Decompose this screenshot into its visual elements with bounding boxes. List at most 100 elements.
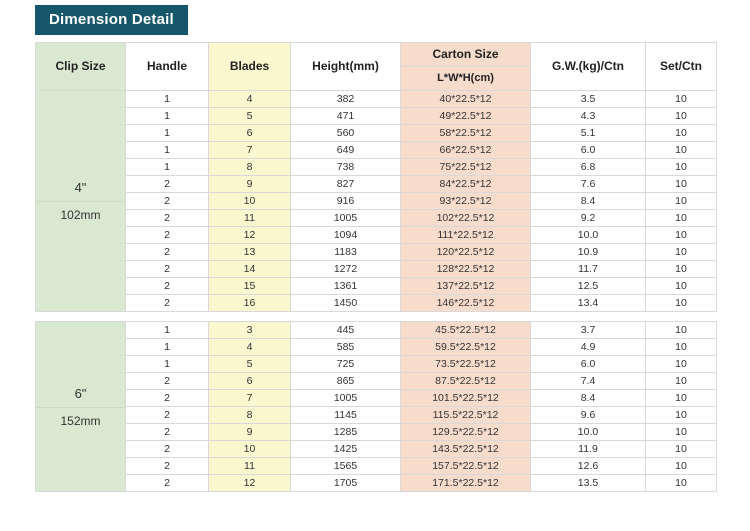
gross-weight-cell: 3.5 [530, 90, 646, 108]
blades-cell: 6 [208, 124, 291, 142]
blades-cell: 16 [208, 294, 291, 312]
clip-size-group: 6" 152mm 1 3 445 45.5*22.5*12 3.7 10 1 4 585 59.5*2… [35, 321, 717, 492]
header-row-main: Clip Size Handle Blades Height(mm) Carto… [35, 42, 717, 91]
gross-weight-cell: 8.4 [530, 192, 646, 210]
height-cell: 1183 [290, 243, 401, 261]
set-per-carton-cell: 10 [645, 389, 717, 407]
gross-weight-cell: 3.7 [530, 321, 646, 339]
gross-weight-cell: 7.6 [530, 175, 646, 193]
table-row: 1 5 471 49*22.5*12 4.3 10 [36, 107, 717, 125]
handle-cell: 2 [125, 260, 209, 278]
carton-size-cell: 115.5*22.5*12 [400, 406, 531, 424]
carton-size-cell: 58*22.5*12 [400, 124, 531, 142]
set-per-carton-cell: 10 [645, 338, 717, 356]
handle-cell: 1 [125, 107, 209, 125]
header-gross-weight: G.W.(kg)/Ctn [530, 42, 646, 91]
set-per-carton-cell: 10 [645, 355, 717, 373]
gross-weight-cell: 9.6 [530, 406, 646, 424]
height-cell: 725 [290, 355, 401, 373]
set-per-carton-cell: 10 [645, 107, 717, 125]
handle-cell: 1 [125, 321, 209, 339]
header-clip-size: Clip Size [35, 42, 126, 91]
blades-cell: 12 [208, 474, 291, 492]
carton-size-cell: 111*22.5*12 [400, 226, 531, 244]
height-cell: 1425 [290, 440, 401, 458]
handle-cell: 1 [125, 124, 209, 142]
set-per-carton-cell: 10 [645, 474, 717, 492]
table-row: 2 13 1183 120*22.5*12 10.9 10 [36, 243, 717, 261]
set-per-carton-cell: 10 [645, 141, 717, 159]
height-cell: 1094 [290, 226, 401, 244]
header-handle: Handle [125, 42, 209, 91]
carton-size-cell: 137*22.5*12 [400, 277, 531, 295]
height-cell: 916 [290, 192, 401, 210]
table-row: 2 6 865 87.5*22.5*12 7.4 10 [36, 372, 717, 390]
height-cell: 1272 [290, 260, 401, 278]
blades-cell: 8 [208, 406, 291, 424]
gross-weight-cell: 11.9 [530, 440, 646, 458]
handle-cell: 1 [125, 158, 209, 176]
table-row: 2 10 1425 143.5*22.5*12 11.9 10 [36, 440, 717, 458]
table-row: 2 14 1272 128*22.5*12 11.7 10 [36, 260, 717, 278]
height-cell: 1285 [290, 423, 401, 441]
carton-size-cell: 102*22.5*12 [400, 209, 531, 227]
height-cell: 1005 [290, 209, 401, 227]
set-per-carton-cell: 10 [645, 406, 717, 424]
handle-cell: 2 [125, 209, 209, 227]
height-cell: 1705 [290, 474, 401, 492]
group-spacer-row [35, 311, 717, 322]
carton-size-cell: 157.5*22.5*12 [400, 457, 531, 475]
blades-cell: 12 [208, 226, 291, 244]
handle-cell: 1 [125, 355, 209, 373]
table-row: 2 8 1145 115.5*22.5*12 9.6 10 [36, 406, 717, 424]
table-row: 2 15 1361 137*22.5*12 12.5 10 [36, 277, 717, 295]
gross-weight-cell: 13.5 [530, 474, 646, 492]
set-per-carton-cell: 10 [645, 90, 717, 108]
table-row: 2 12 1705 171.5*22.5*12 13.5 10 [36, 474, 717, 492]
clip-size-cell: 4" 102mm [35, 90, 126, 312]
gross-weight-cell: 4.9 [530, 338, 646, 356]
table-row: 1 7 649 66*22.5*12 6.0 10 [36, 141, 717, 159]
blades-cell: 15 [208, 277, 291, 295]
carton-size-cell: 146*22.5*12 [400, 294, 531, 312]
height-cell: 649 [290, 141, 401, 159]
carton-size-cell: 128*22.5*12 [400, 260, 531, 278]
set-per-carton-cell: 10 [645, 372, 717, 390]
height-cell: 1450 [290, 294, 401, 312]
carton-size-cell: 101.5*22.5*12 [400, 389, 531, 407]
gross-weight-cell: 5.1 [530, 124, 646, 142]
table-row: 1 6 560 58*22.5*12 5.1 10 [36, 124, 717, 142]
table-row: 2 12 1094 111*22.5*12 10.0 10 [36, 226, 717, 244]
gross-weight-cell: 11.7 [530, 260, 646, 278]
clip-size-inches: 6" [36, 387, 125, 408]
height-cell: 865 [290, 372, 401, 390]
carton-size-cell: 84*22.5*12 [400, 175, 531, 193]
gross-weight-cell: 10.0 [530, 226, 646, 244]
table-row: 1 8 738 75*22.5*12 6.8 10 [36, 158, 717, 176]
carton-size-cell: 143.5*22.5*12 [400, 440, 531, 458]
set-per-carton-cell: 10 [645, 158, 717, 176]
table-row: 2 7 1005 101.5*22.5*12 8.4 10 [36, 389, 717, 407]
blades-cell: 11 [208, 457, 291, 475]
blades-cell: 9 [208, 175, 291, 193]
clip-size-inches: 4" [36, 181, 125, 202]
set-per-carton-cell: 10 [645, 124, 717, 142]
blades-cell: 13 [208, 243, 291, 261]
height-cell: 471 [290, 107, 401, 125]
gross-weight-cell: 9.2 [530, 209, 646, 227]
header-set-per-carton: Set/Ctn [645, 42, 717, 91]
handle-cell: 1 [125, 141, 209, 159]
carton-size-cell: 87.5*22.5*12 [400, 372, 531, 390]
height-cell: 1005 [290, 389, 401, 407]
gross-weight-cell: 6.0 [530, 141, 646, 159]
blades-cell: 7 [208, 141, 291, 159]
carton-size-cell: 93*22.5*12 [400, 192, 531, 210]
set-per-carton-cell: 10 [645, 423, 717, 441]
set-per-carton-cell: 10 [645, 294, 717, 312]
table-row: 2 11 1565 157.5*22.5*12 12.6 10 [36, 457, 717, 475]
header-blades: Blades [208, 42, 291, 91]
gross-weight-cell: 12.5 [530, 277, 646, 295]
blades-cell: 10 [208, 440, 291, 458]
handle-cell: 2 [125, 294, 209, 312]
gross-weight-cell: 13.4 [530, 294, 646, 312]
